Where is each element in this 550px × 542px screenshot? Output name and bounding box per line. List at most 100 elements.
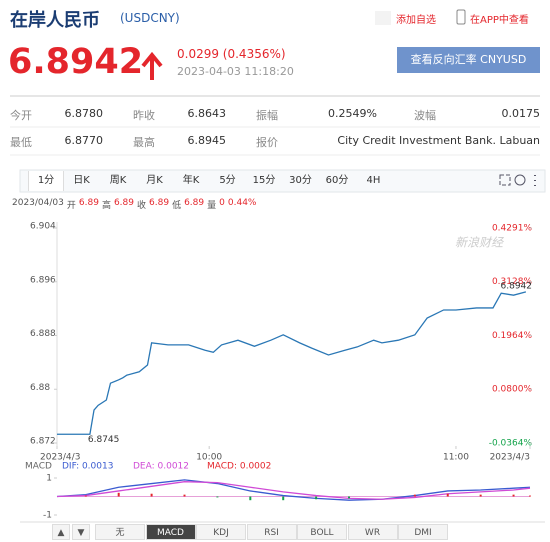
tab[interactable]: 30分 — [289, 175, 312, 186]
stat-label: 振幅 — [256, 109, 278, 122]
action[interactable]: 添加自选 — [396, 15, 436, 26]
up-arrow — [141, 51, 163, 80]
y-tick-label: 6.904 — [30, 222, 56, 232]
stat-value: 0.2549% — [328, 107, 377, 120]
stat-label: 最低 — [10, 136, 32, 149]
macd-bar — [249, 496, 252, 501]
info-label: 低 — [172, 201, 182, 211]
bottom-tab[interactable]: WR — [347, 524, 398, 540]
y-tick-label: 6.896 — [30, 275, 56, 285]
stat-label: 报价 — [256, 136, 278, 149]
macd-bar — [529, 495, 531, 497]
tab[interactable]: 4H — [366, 175, 381, 186]
info-date: 2023/04/03 — [12, 198, 64, 208]
info-label: 收 — [137, 201, 147, 211]
time: 2023-04-03 11:18:20 — [177, 65, 294, 78]
change: 0.0299 (0.4356%) — [177, 47, 286, 61]
stat-value: City Credit Investment Bank. Labuan — [337, 134, 540, 147]
y-tick-label: -1 — [43, 511, 52, 521]
stat-label: 今开 — [10, 109, 32, 122]
reverse-button[interactable]: 查看反向汇率 CNYUSD — [397, 47, 540, 73]
y-tick-label: 1 — [46, 474, 52, 484]
tab-bar — [19, 169, 546, 193]
macd-bar — [446, 493, 449, 497]
x-tick-label: 11:00 — [443, 453, 469, 463]
watermark: 新浪财经 — [455, 236, 505, 250]
y-tick-label: 6.872 — [30, 437, 56, 447]
price-line — [57, 291, 527, 435]
stat-value: 6.8770 — [64, 134, 104, 147]
y-tick-label: 6.888 — [30, 329, 56, 339]
info-value: 6.89 — [184, 198, 205, 208]
y2-tick-label: 0.0800% — [492, 385, 532, 395]
macd-bar — [117, 492, 120, 497]
code: (USDCNY) — [120, 11, 180, 25]
y2-tick-label: 0.4291% — [492, 224, 532, 234]
info-value: 0 — [219, 198, 225, 208]
bottom-tab[interactable]: 无 — [95, 524, 145, 540]
macd-bar — [315, 496, 318, 500]
macd-bar — [216, 496, 219, 498]
macd-bar — [479, 494, 482, 497]
stat-value: 0.0175 — [501, 107, 541, 120]
tab[interactable]: 周K — [109, 175, 127, 186]
info-value: 6.89 — [78, 198, 99, 208]
stat-label: 最高 — [133, 136, 155, 149]
info-value: 6.89 — [113, 198, 134, 208]
info-label: 开 — [66, 201, 76, 211]
tab[interactable]: 5分 — [219, 175, 236, 186]
bottom-tab[interactable]: ▲ — [52, 524, 70, 540]
info-value: 6.89 — [149, 198, 170, 208]
legend-label: DEA: 0.0012 — [133, 462, 189, 472]
price-line — [56, 479, 531, 501]
y2-tick-label: 0.1964% — [492, 331, 532, 341]
tab[interactable]: 月K — [146, 175, 163, 186]
stat-value: 6.8945 — [187, 134, 227, 147]
refresh-icon[interactable] — [514, 174, 526, 186]
macd-bar — [512, 494, 515, 497]
action[interactable]: 在APP中查看 — [470, 15, 529, 26]
legend-label: MACD: 0.0002 — [207, 462, 271, 472]
macd-bar — [282, 496, 285, 501]
info-label: 高 — [101, 201, 111, 211]
macd-bar — [348, 496, 351, 499]
indicator-title: MACD — [25, 462, 52, 472]
info-pct: 0.44% — [227, 198, 257, 208]
info-label: 量 — [207, 201, 217, 211]
tab[interactable]: 15分 — [252, 175, 276, 186]
x-tick-label: 2023/4/3 — [490, 453, 530, 463]
x-tick-label: 10:00 — [196, 453, 222, 463]
tab[interactable]: 1分 — [28, 171, 64, 191]
stat-label: 波幅 — [414, 109, 436, 122]
macd-bar — [84, 495, 87, 497]
annotation: 6.8942 — [501, 281, 533, 291]
price: 6.8942 — [8, 42, 144, 82]
x-tick-label: 2023/4/3 — [40, 453, 80, 463]
y2-tick-label: -0.0364% — [489, 439, 533, 449]
fullscreen-icon[interactable] — [499, 174, 511, 186]
bottom-tab[interactable]: ▼ — [72, 524, 90, 540]
legend-label: DIF: 0.0013 — [62, 462, 113, 472]
bottom-tab[interactable]: BOLL — [297, 524, 347, 540]
bottom-tab[interactable]: KDJ — [196, 524, 246, 540]
stat-value: 6.8780 — [64, 107, 104, 120]
y-tick-label: 6.88 — [30, 383, 50, 393]
y2-tick-label: 0.3128% — [492, 277, 532, 287]
price-line — [56, 481, 531, 500]
annotation: 6.8745 — [88, 435, 120, 445]
macd-bar — [150, 493, 153, 497]
bottom-tab[interactable]: MACD — [145, 524, 196, 540]
tab[interactable]: 年K — [182, 175, 200, 186]
macd-bar — [413, 494, 416, 497]
tab[interactable]: 日K — [73, 175, 90, 186]
title: 在岸人民币 — [10, 10, 100, 31]
bottom-tab[interactable]: DMI — [398, 524, 448, 540]
bottom-tab[interactable]: RSI — [246, 524, 297, 540]
fav-icon — [375, 11, 391, 25]
macd-bar — [183, 494, 186, 497]
phone-icon — [456, 9, 466, 25]
stat-value: 6.8643 — [187, 107, 227, 120]
tab[interactable]: 60分 — [325, 175, 349, 186]
